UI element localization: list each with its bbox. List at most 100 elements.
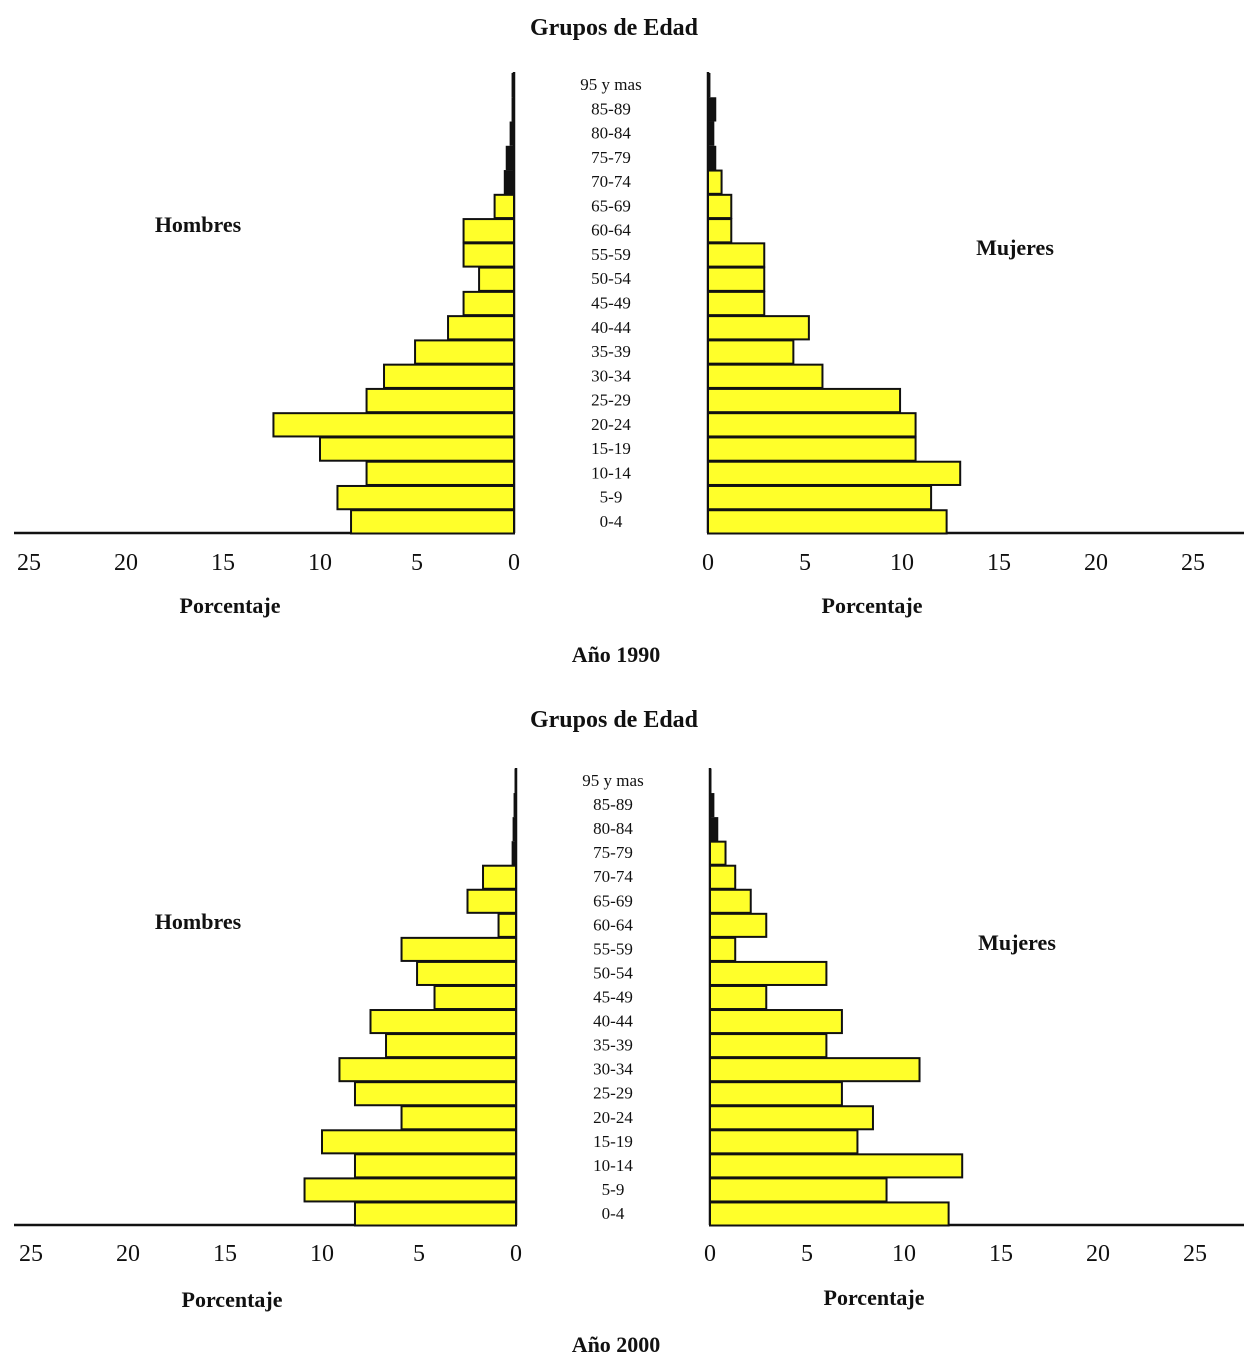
age-group-label: 0-4: [600, 512, 623, 531]
bar-hombres-65-69: [466, 888, 517, 914]
bar-mujeres-70-74: [707, 169, 723, 195]
bar-mujeres-0-4: [707, 509, 948, 535]
right-tick-label: 25: [1183, 1241, 1207, 1267]
left-tick-label: 10: [310, 1241, 334, 1267]
bar-hombres-95-y-mas: [514, 769, 517, 794]
bar-mujeres-5-9: [707, 484, 933, 511]
left-tick-label: 5: [413, 1241, 425, 1267]
bar-mujeres-25-29: [707, 387, 902, 414]
right-tick-label: 20: [1084, 550, 1108, 576]
bar-hombres-30-34: [383, 363, 515, 389]
bar-hombres-35-39: [385, 1033, 517, 1059]
left-tick-label: 10: [308, 550, 332, 576]
left-tick-label: 20: [116, 1241, 140, 1267]
chart-title: Grupos de Edad: [530, 15, 699, 41]
bar-hombres-15-19: [321, 1129, 517, 1155]
bar-mujeres-40-44: [709, 1009, 843, 1035]
right-tick-label: 0: [702, 550, 714, 576]
bar-mujeres-85-89: [709, 793, 715, 818]
right-tick-label: 25: [1181, 550, 1205, 576]
bar-mujeres-5-9: [709, 1177, 888, 1203]
bar-mujeres-65-69: [709, 888, 752, 914]
bar-mujeres-60-64: [707, 218, 733, 244]
chart-caption: Año 1990: [572, 642, 661, 667]
bar-mujeres-80-84: [709, 817, 719, 842]
bar-hombres-40-44: [447, 315, 516, 341]
right-x-axis-label: Porcentaje: [822, 593, 923, 618]
bar-hombres-55-59: [462, 242, 515, 268]
left-group-label: Hombres: [155, 212, 242, 237]
bar-mujeres-15-19: [709, 1129, 859, 1155]
bar-mujeres-55-59: [707, 242, 766, 268]
bar-hombres-25-29: [365, 387, 515, 414]
bar-mujeres-0-4: [709, 1201, 950, 1227]
age-group-label: 35-39: [593, 1036, 633, 1055]
bar-mujeres-40-44: [707, 315, 810, 341]
age-group-label: 55-59: [591, 245, 631, 264]
age-group-label: 65-69: [593, 891, 633, 910]
age-group-label: 25-29: [591, 391, 631, 410]
bar-mujeres-50-54: [709, 960, 828, 986]
age-group-label: 60-64: [593, 915, 633, 934]
bar-mujeres-10-14: [709, 1153, 964, 1179]
bar-hombres-0-4: [353, 1201, 518, 1227]
bar-hombres-80-84: [512, 817, 517, 842]
bar-hombres-45-49: [433, 984, 517, 1011]
bar-hombres-40-44: [369, 1009, 517, 1035]
left-tick-label: 25: [17, 550, 41, 576]
age-group-label: 85-89: [593, 795, 633, 814]
left-tick-label: 0: [510, 1241, 522, 1267]
left-tick-label: 5: [411, 550, 423, 576]
bar-mujeres-75-79: [709, 840, 727, 866]
right-group-label: Mujeres: [978, 930, 1056, 955]
bar-hombres-75-79: [511, 841, 517, 866]
age-group-label: 50-54: [591, 269, 631, 288]
bar-mujeres-60-64: [709, 912, 768, 938]
age-group-label: 10-14: [593, 1156, 633, 1175]
bar-hombres-5-9: [303, 1177, 518, 1203]
bar-mujeres-50-54: [707, 266, 766, 292]
age-group-label: 20-24: [591, 415, 631, 434]
bar-mujeres-45-49: [709, 984, 768, 1011]
age-group-label: 50-54: [593, 963, 633, 982]
age-group-label: 10-14: [591, 463, 631, 482]
left-tick-label: 0: [508, 550, 520, 576]
age-group-label: 85-89: [591, 99, 631, 118]
right-group-label: Mujeres: [976, 235, 1054, 260]
bar-hombres-45-49: [462, 290, 515, 317]
bar-mujeres-85-89: [707, 97, 717, 122]
bar-mujeres-95-y-mas: [707, 73, 711, 98]
age-group-label: 40-44: [591, 318, 631, 337]
bar-hombres-10-14: [365, 460, 515, 486]
bar-hombres-0-4: [350, 509, 516, 535]
age-group-label: 15-19: [591, 439, 631, 458]
age-group-label: 0-4: [602, 1204, 625, 1223]
age-group-label: 80-84: [593, 819, 633, 838]
left-x-axis-label: Porcentaje: [180, 593, 281, 618]
bar-mujeres-65-69: [707, 193, 733, 220]
chart-title: Grupos de Edad: [530, 707, 699, 733]
age-group-label: 25-29: [593, 1084, 633, 1103]
bar-mujeres-55-59: [709, 936, 737, 962]
age-group-label: 65-69: [591, 196, 631, 215]
age-group-label: 5-9: [600, 488, 623, 507]
bar-mujeres-10-14: [707, 460, 962, 486]
bar-hombres-60-64: [462, 218, 515, 244]
right-tick-label: 15: [989, 1241, 1013, 1267]
bar-hombres-35-39: [414, 339, 515, 365]
bar-mujeres-35-39: [709, 1033, 828, 1059]
age-group-label: 55-59: [593, 939, 633, 958]
age-group-label: 45-49: [593, 988, 633, 1007]
age-group-label: 70-74: [591, 172, 631, 191]
bar-hombres-85-89: [511, 97, 515, 122]
bar-mujeres-20-24: [707, 412, 917, 438]
bar-hombres-10-14: [353, 1153, 518, 1179]
bar-hombres-85-89: [513, 793, 517, 818]
bar-hombres-25-29: [353, 1081, 518, 1107]
pyramid-1990: Grupos de Edad Hombres Mujeres Porcentaj…: [14, 15, 1244, 667]
bar-hombres-50-54: [478, 266, 515, 292]
right-tick-label: 5: [801, 1241, 813, 1267]
bar-hombres-20-24: [272, 412, 515, 438]
pyramid-2000: Grupos de Edad Hombres Mujeres Porcentaj…: [14, 707, 1244, 1357]
